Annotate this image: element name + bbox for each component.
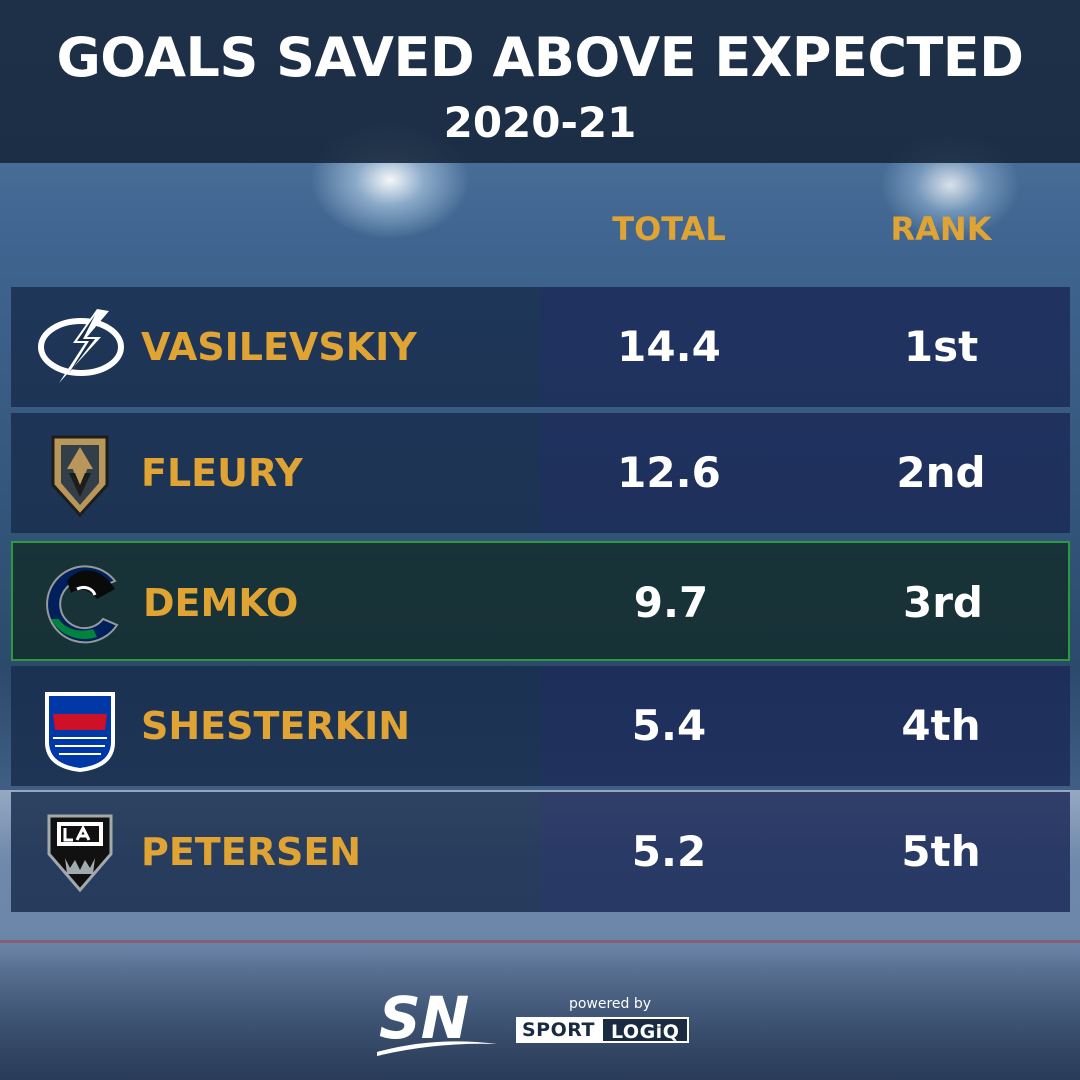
- table-row: SHESTERKIN 5.4 4th: [11, 666, 1070, 786]
- table-row: FLEURY 12.6 2nd: [11, 413, 1070, 533]
- season-subtitle: 2020-21: [443, 98, 637, 147]
- total-value: 12.6: [617, 448, 721, 497]
- rank-value: 4th: [901, 701, 981, 750]
- sportsnet-logo: SN: [377, 988, 497, 1056]
- table-row: VASILEVSKIY 14.4 1st: [11, 287, 1070, 407]
- player-name: SHESTERKIN: [141, 704, 411, 748]
- los-angeles-kings-logo: [47, 814, 113, 893]
- sportlogiq-logo-sport: SPORT: [516, 1017, 601, 1043]
- total-value: 14.4: [617, 322, 721, 371]
- player-name: FLEURY: [141, 451, 303, 495]
- header-banner: GOALS SAVED ABOVE EXPECTED 2020-21: [0, 0, 1080, 163]
- table-row: PETERSEN 5.2 5th: [11, 792, 1070, 912]
- rank-value: 3rd: [902, 578, 983, 627]
- total-value: 5.4: [631, 701, 707, 750]
- player-name: DEMKO: [143, 581, 299, 625]
- rank-value: 5th: [901, 827, 981, 876]
- sportlogiq-logo-logiq: LOGiQ: [601, 1017, 690, 1043]
- bottom-shade: [0, 930, 1080, 1080]
- column-header-rank: RANK: [890, 210, 992, 248]
- vegas-golden-knights-logo: [51, 435, 109, 518]
- tampa-bay-lightning-logo: [38, 309, 124, 383]
- total-value: 5.2: [631, 827, 707, 876]
- table-row-highlighted: DEMKO 9.7 3rd: [11, 541, 1070, 661]
- total-value: 9.7: [633, 578, 709, 627]
- sportsnet-logo-text: SN: [379, 988, 469, 1052]
- new-york-rangers-logo: [45, 692, 115, 772]
- page-title: GOALS SAVED ABOVE EXPECTED: [56, 26, 1024, 89]
- rank-value: 2nd: [896, 448, 986, 497]
- rank-value: 1st: [903, 322, 979, 371]
- vancouver-canucks-logo: [46, 565, 119, 644]
- column-header-total: TOTAL: [612, 210, 726, 248]
- powered-by-label: powered by: [568, 996, 652, 1012]
- player-name: VASILEVSKIY: [141, 325, 417, 369]
- player-name: PETERSEN: [141, 830, 362, 874]
- sportlogiq-logo: SPORT LOGiQ: [516, 1017, 690, 1043]
